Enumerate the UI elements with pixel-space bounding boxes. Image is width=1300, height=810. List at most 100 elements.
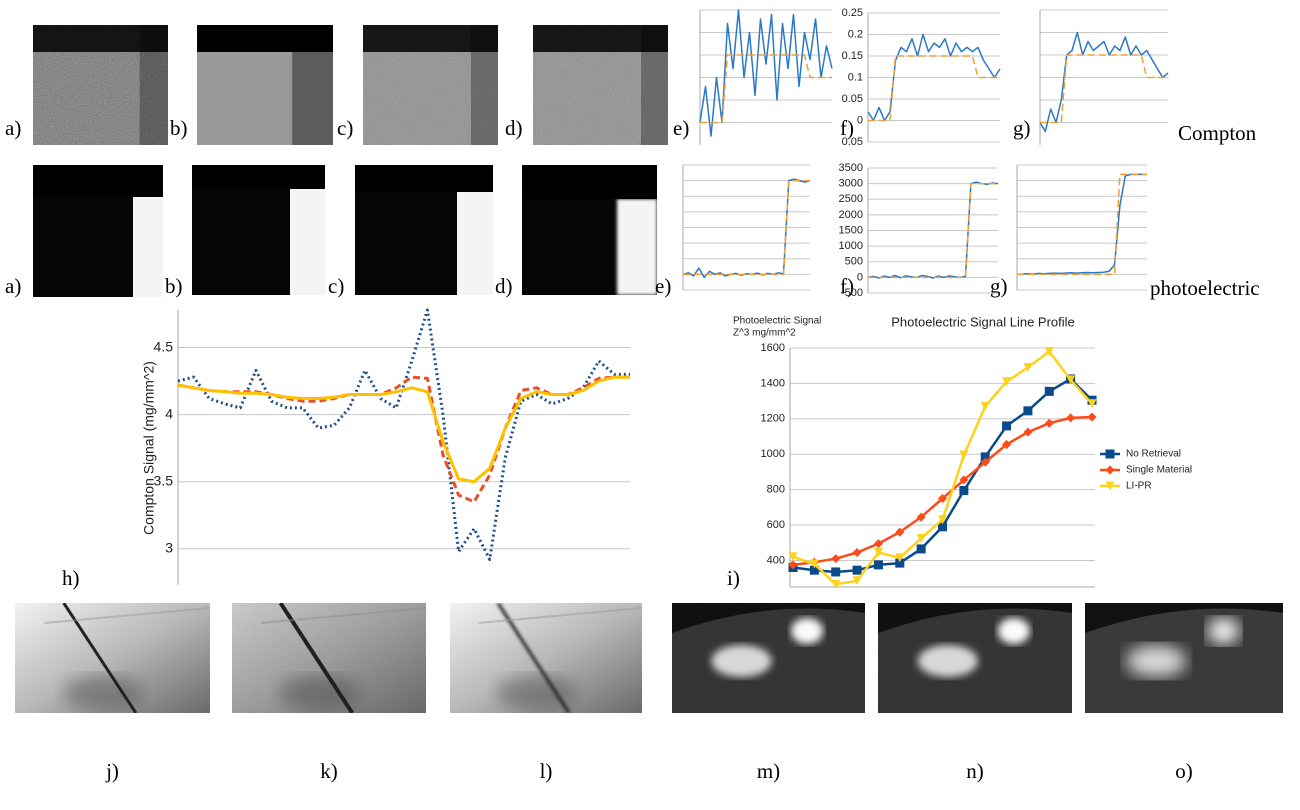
legend-label: No Retrieval xyxy=(1126,449,1181,460)
image-blob xyxy=(997,618,1030,644)
image-shadow xyxy=(62,675,143,711)
marker xyxy=(959,475,969,485)
panel-label: j) xyxy=(105,759,119,783)
panel-label: k) xyxy=(320,759,338,783)
panel-label: a) xyxy=(5,116,21,140)
marker xyxy=(895,527,905,537)
image-band xyxy=(522,165,657,199)
panel-label: c) xyxy=(337,116,353,140)
marker xyxy=(1087,412,1097,422)
marker xyxy=(788,560,798,570)
series-line xyxy=(867,33,1001,122)
image-band xyxy=(197,25,333,52)
plot-area xyxy=(1016,173,1147,276)
panel-label: b) xyxy=(170,116,188,140)
marker xyxy=(831,567,841,577)
series-line xyxy=(682,178,811,279)
photoelectric-image xyxy=(355,165,493,295)
panel-label: e) xyxy=(655,274,671,298)
image-shadow xyxy=(496,675,577,711)
y-axis-label: Photoelectric Signal xyxy=(733,316,821,327)
marker xyxy=(916,533,926,543)
compton-image xyxy=(533,25,668,145)
y-tick-label: 1200 xyxy=(761,413,785,425)
marker xyxy=(831,554,841,564)
bottom-image xyxy=(672,603,865,713)
y-tick-label: 4.5 xyxy=(154,338,174,354)
y-tick-label: 2500 xyxy=(839,193,863,205)
series-line xyxy=(700,54,832,124)
plot-area xyxy=(867,33,1001,122)
image-white xyxy=(290,189,325,295)
y-tick-label: 0 xyxy=(857,271,863,283)
panel-label: m) xyxy=(757,759,780,783)
marker xyxy=(1002,377,1012,387)
legend-marker xyxy=(1105,449,1115,459)
image-blob xyxy=(1126,645,1187,677)
marker xyxy=(873,560,883,570)
series-line xyxy=(699,9,833,137)
marker xyxy=(1023,406,1033,416)
y-tick-label: 0.05 xyxy=(842,93,863,105)
series-line xyxy=(1017,173,1147,276)
row-label: photoelectric xyxy=(1150,276,1260,300)
y-tick-label: 0.15 xyxy=(842,50,863,62)
image-edge xyxy=(44,607,210,624)
y-axis-label: Compton Signal (mg/mm^2) xyxy=(141,361,157,535)
series-line xyxy=(792,415,1093,567)
marker xyxy=(959,486,969,496)
marker xyxy=(1044,347,1054,357)
image-band xyxy=(192,165,325,189)
marker xyxy=(873,547,883,557)
y-tick-label: 0.25 xyxy=(842,7,863,19)
marker xyxy=(873,539,883,549)
panel-label: n) xyxy=(966,759,984,783)
chart: 400 600 800 1000 1200 1400 1600 i) Photoelectric… xyxy=(727,314,1192,589)
panel-label: a) xyxy=(5,274,21,298)
y-tick-label: 800 xyxy=(767,484,785,496)
series-line xyxy=(1040,54,1168,124)
image-blob xyxy=(917,645,978,677)
marker xyxy=(895,553,905,563)
image-content xyxy=(878,603,1072,713)
image-blob xyxy=(791,618,824,644)
marker xyxy=(1044,418,1054,428)
bottom-image xyxy=(232,603,426,713)
photoelectric-image xyxy=(522,165,657,295)
image-edge xyxy=(62,603,138,713)
marker xyxy=(980,452,990,462)
legend-label: LI-PR xyxy=(1126,481,1152,492)
marker xyxy=(1002,439,1012,449)
marker xyxy=(809,559,819,569)
y-tick-label: 0.05 xyxy=(842,136,863,148)
y-tick-label: 3 xyxy=(165,539,173,555)
legend-marker xyxy=(1105,465,1115,475)
image-content xyxy=(672,603,865,713)
chart xyxy=(682,164,811,291)
compton-image xyxy=(197,25,333,145)
plot-area xyxy=(177,308,630,561)
legend-label: Single Material xyxy=(1126,465,1192,476)
bottom-image xyxy=(450,603,642,713)
y-tick-label: 3500 xyxy=(839,162,863,174)
y-tick-label: 4 xyxy=(165,405,173,421)
marker xyxy=(852,576,862,586)
marker xyxy=(809,565,819,575)
chart xyxy=(699,9,833,145)
y-tick-label: 1600 xyxy=(761,342,785,354)
chart: 3 3.5 4 4.5 h) Compton Signal (mg/mm^2) xyxy=(62,308,630,590)
compton-image xyxy=(33,25,168,145)
series-line xyxy=(792,350,1093,586)
panel-label: i) xyxy=(727,566,740,590)
panel-label: d) xyxy=(495,274,513,298)
image-blob xyxy=(711,645,772,677)
marker xyxy=(895,558,905,568)
y-tick-label: 1000 xyxy=(761,448,785,460)
marker xyxy=(1002,421,1012,431)
series-line xyxy=(1016,173,1147,276)
bottom-image xyxy=(878,603,1072,713)
marker xyxy=(852,547,862,557)
bottom-image xyxy=(15,603,210,713)
chart: -500 0 500 1000 1500 2000 2500 3000 3500 xyxy=(839,162,999,299)
